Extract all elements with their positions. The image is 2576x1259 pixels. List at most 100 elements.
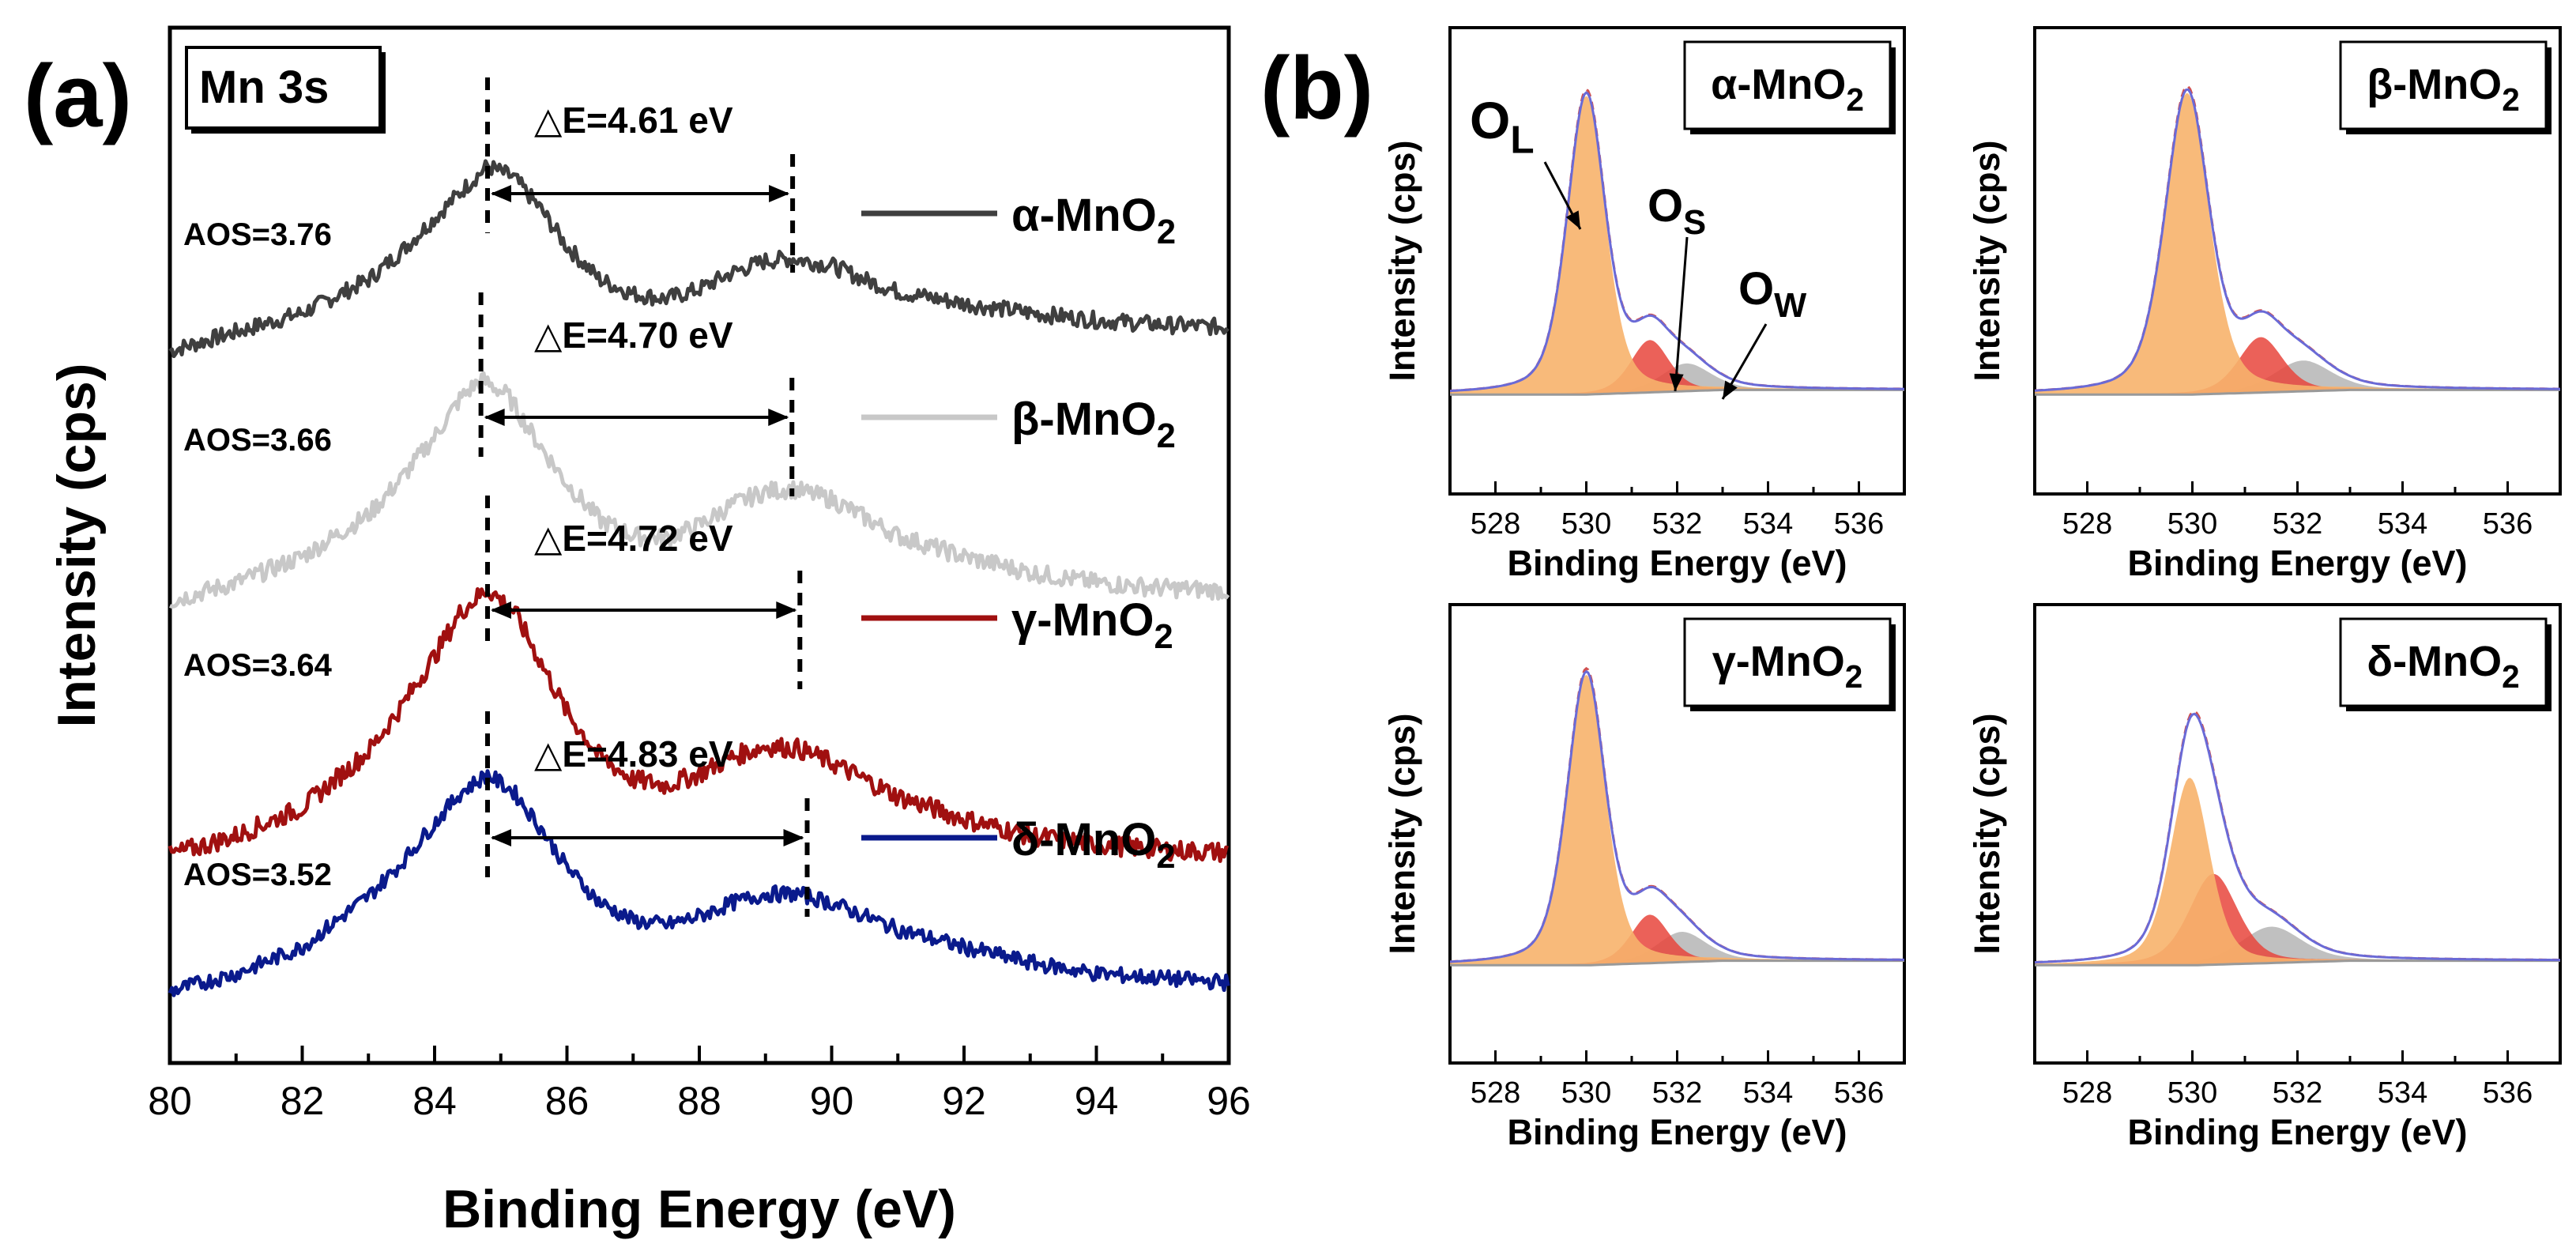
ow-arrow-head (1723, 380, 1738, 399)
peak-label-os-base: O (1648, 180, 1683, 232)
subplot-title: δ-MnO2 (2367, 638, 2519, 695)
title-box (2339, 617, 2548, 707)
arrow-head-left (491, 601, 511, 619)
x-axis-label: Binding Energy (eV) (1507, 543, 1847, 583)
aos-label: AOS=3.64 (183, 648, 333, 683)
x-tick-label: 530 (2167, 507, 2217, 541)
peak-label-ol-base: O (1470, 91, 1510, 149)
x-tick-label: 534 (1743, 507, 1793, 541)
component-os-fill (1450, 914, 1904, 966)
y-axis-label: Intensity (cps) (1967, 713, 2007, 954)
component-ol-fill (1450, 96, 1904, 395)
legend-entry-sub: 2 (1157, 417, 1176, 455)
peak-label-os: OS (1648, 180, 1706, 242)
legend-entry-sub: 2 (1156, 838, 1175, 876)
series-line (168, 769, 1230, 997)
x-tick-label: 532 (2273, 507, 2322, 541)
ol-arrow-head (1565, 210, 1580, 229)
series-line (168, 159, 1230, 359)
title-box-shadow (191, 128, 386, 134)
legend-entry: α-MnO2 (1011, 190, 1176, 251)
legend-entry-base: γ-MnO (1011, 594, 1154, 646)
os-arrow (1674, 236, 1689, 392)
component-ol-fill (2035, 93, 2560, 395)
component-ol-fill (2035, 778, 2560, 966)
x-tick-label: 536 (1834, 1076, 1884, 1110)
panel-a-label: (a) (24, 47, 132, 145)
legend-entry-sub: 2 (1154, 618, 1173, 656)
x-axis-label: Binding Energy (eV) (443, 1179, 956, 1239)
component-os-fill (2035, 337, 2560, 395)
x-tick-label: 532 (1652, 507, 1702, 541)
x-tick-label: 534 (2378, 1076, 2427, 1110)
subplot-title: β-MnO2 (2367, 61, 2519, 118)
y-axis-label: Intensity (cps) (1967, 140, 2007, 381)
title-box (2339, 40, 2548, 130)
arrow-head-left (491, 829, 511, 846)
x-tick-label: 528 (1471, 1076, 1520, 1110)
x-tick-label: 94 (1075, 1079, 1119, 1123)
x-tick-label: 532 (2273, 1076, 2322, 1110)
arrow-head-left (484, 409, 505, 426)
x-tick-label: 90 (810, 1079, 854, 1123)
x-tick-label: 536 (1834, 507, 1884, 541)
legend-entry-base: α-MnO (1011, 190, 1157, 241)
x-tick-label: 534 (1743, 1076, 1793, 1110)
x-tick-label: 530 (1561, 507, 1611, 541)
fit-line (1449, 666, 1905, 963)
envelope-line (1449, 669, 1904, 963)
y-axis-label: Intensity (cps) (1382, 713, 1422, 954)
aos-label: AOS=3.76 (183, 217, 332, 252)
subplot-title-sub: 2 (1846, 81, 1864, 118)
delta-e-label: △E=4.83 eV (534, 733, 733, 775)
x-tick-label: 84 (412, 1079, 457, 1123)
y-axis-label: Intensity (cps) (47, 364, 107, 728)
arrow-head-left (491, 185, 511, 202)
x-tick-label: 528 (2062, 1076, 2112, 1110)
y-axis-label: Intensity (cps) (1382, 140, 1422, 381)
panel-b-label: (b) (1260, 39, 1373, 138)
aos-label: AOS=3.52 (183, 858, 332, 892)
x-tick-label: 96 (1207, 1079, 1251, 1123)
delta-e-label: △E=4.70 eV (534, 315, 733, 356)
legend-entry-sub: 2 (1157, 213, 1176, 251)
title-box (1683, 617, 1892, 707)
x-tick-label: 88 (677, 1079, 721, 1123)
x-tick-label: 92 (942, 1079, 986, 1123)
subplot-title: α-MnO2 (1711, 61, 1864, 118)
subplot-title-base: δ-MnO (2367, 638, 2502, 685)
component-ol-fill (1450, 674, 1904, 966)
delta-e-label: △E=4.72 eV (534, 518, 733, 559)
subplot-title-base: γ-MnO (1712, 638, 1845, 685)
subplot-title-sub: 2 (1845, 658, 1863, 695)
arrow-head-right (769, 185, 790, 202)
subplot-title-sub: 2 (2502, 81, 2520, 118)
series-line (168, 587, 1230, 863)
legend-entry-base: β-MnO (1011, 394, 1157, 445)
x-tick-label: 530 (1561, 1076, 1611, 1110)
x-tick-label: 534 (2378, 507, 2427, 541)
x-tick-label: 82 (281, 1079, 325, 1123)
delta-e-label: △E=4.61 eV (534, 100, 733, 141)
subplot-title-sub: 2 (2502, 658, 2520, 695)
arrow-head-right (783, 829, 804, 846)
chart-title: Mn 3s (199, 62, 329, 113)
legend-entry: γ-MnO2 (1011, 594, 1173, 656)
title-box (1683, 40, 1892, 130)
subplot-title: γ-MnO2 (1712, 638, 1863, 695)
x-tick-label: 536 (2483, 1076, 2533, 1110)
fit-line (2034, 710, 2560, 963)
x-axis-label: Binding Energy (eV) (2127, 543, 2467, 583)
series-line (168, 371, 1230, 609)
arrow-head-right (776, 601, 797, 619)
background-line (1450, 388, 1904, 396)
x-axis-label: Binding Energy (eV) (1507, 1112, 1847, 1152)
legend-entry: δ-MnO2 (1011, 814, 1176, 876)
title-box-shadow (380, 52, 386, 133)
panel-a-chart: 80 82 84 86 88 90 92 94 96 Binding Energy (eV) Int… (47, 25, 1251, 1239)
